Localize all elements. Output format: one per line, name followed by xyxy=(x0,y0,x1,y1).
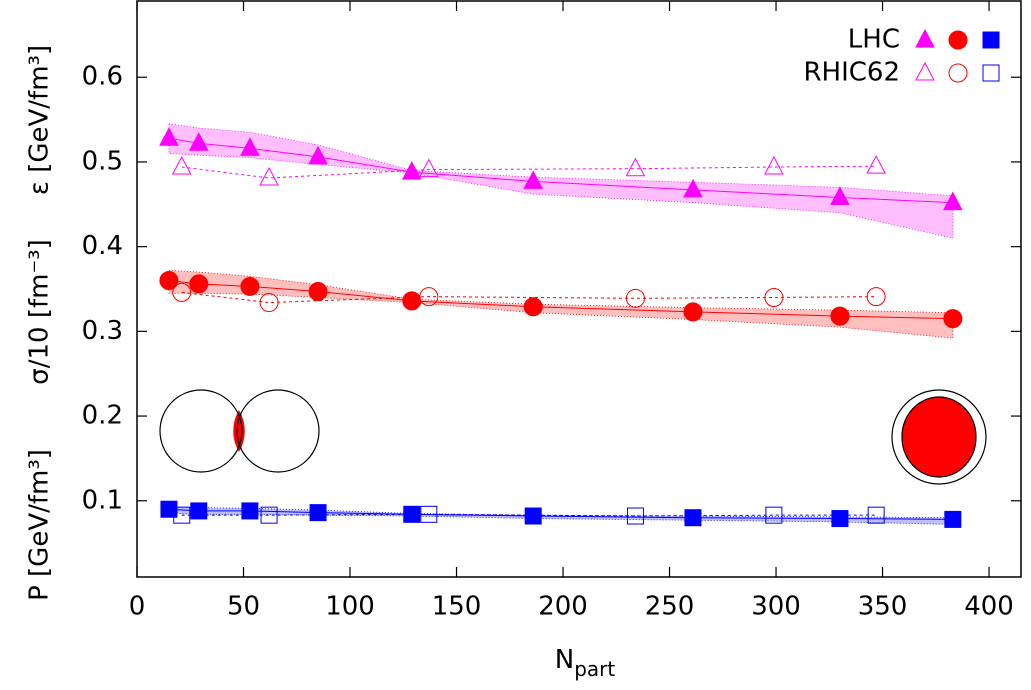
legend-marker xyxy=(948,63,968,83)
data-point xyxy=(188,132,209,151)
data-point xyxy=(625,288,645,308)
data-point xyxy=(765,506,783,524)
data-point xyxy=(260,506,278,524)
data-point xyxy=(943,309,963,329)
x-axis-label: Npart xyxy=(555,645,616,681)
y-tick-label: 0.1 xyxy=(82,485,123,515)
legend-marker xyxy=(982,64,1000,82)
data-point xyxy=(626,507,644,525)
data-point xyxy=(419,287,439,307)
data-point xyxy=(684,509,702,527)
data-point xyxy=(402,291,422,311)
data-point xyxy=(308,282,328,302)
x-tick-label: 400 xyxy=(964,592,1014,622)
plot-frame xyxy=(136,0,1022,578)
data-point xyxy=(625,157,646,177)
y-axis-label: ε [GeV/fm³] xyxy=(25,45,55,195)
x-tick-label: 200 xyxy=(538,592,588,622)
data-point xyxy=(172,282,192,302)
y-tick-label: 0.6 xyxy=(82,62,123,92)
x-tick-label: 100 xyxy=(325,592,375,622)
legend-marker xyxy=(948,30,968,50)
legend-marker xyxy=(982,31,1000,49)
data-point xyxy=(524,507,542,525)
x-tick-label: 0 xyxy=(129,592,146,622)
y-tick-label: 0.4 xyxy=(82,231,123,261)
x-tick-label: 150 xyxy=(432,592,482,622)
y-axis-label: P [GeV/fm³] xyxy=(25,449,55,601)
data-point xyxy=(943,191,963,211)
data-point xyxy=(309,504,327,522)
y-tick-label: 0.2 xyxy=(82,401,123,431)
data-point xyxy=(190,502,208,520)
data-point xyxy=(259,166,279,186)
data-point xyxy=(189,274,209,294)
data-point xyxy=(683,178,703,198)
data-point xyxy=(523,297,543,317)
x-tick-label: 250 xyxy=(645,592,695,622)
data-point xyxy=(944,510,962,528)
data-point xyxy=(418,158,439,178)
x-tick-label: 50 xyxy=(227,592,260,622)
data-point xyxy=(241,502,259,520)
data-point xyxy=(830,306,850,326)
series-line xyxy=(181,513,877,517)
data-point xyxy=(159,271,179,291)
legend-marker xyxy=(915,28,935,48)
data-point xyxy=(171,155,192,175)
legend-label: LHC xyxy=(848,25,900,55)
data-point xyxy=(259,293,279,313)
data-point xyxy=(240,137,260,156)
data-point xyxy=(866,287,886,307)
data-point xyxy=(764,287,784,307)
data-point xyxy=(173,506,191,524)
x-label-sub: part xyxy=(574,657,615,681)
y-axis-label: σ/10 [fm⁻³] xyxy=(25,239,55,385)
legend-marker xyxy=(915,61,935,81)
data-point xyxy=(764,155,784,175)
series-line xyxy=(181,291,877,304)
data-point xyxy=(830,186,850,206)
data-point xyxy=(683,302,703,322)
x-tick-label: 350 xyxy=(858,592,908,622)
data-point xyxy=(420,505,438,523)
central-sketch xyxy=(891,389,987,485)
uncertainty-band xyxy=(168,269,954,339)
peripheral-sketch xyxy=(159,389,320,473)
uncertainty-band xyxy=(168,123,954,239)
data-point xyxy=(523,170,544,189)
x-tick-label: 300 xyxy=(751,592,801,622)
y-tick-label: 0.5 xyxy=(82,146,123,176)
data-point xyxy=(160,500,178,518)
data-point xyxy=(866,155,886,174)
data-point xyxy=(159,127,179,146)
x-label-main: N xyxy=(555,645,574,675)
legend-label: RHIC62 xyxy=(803,58,900,88)
data-point xyxy=(240,276,260,296)
data-point xyxy=(831,510,849,528)
data-point xyxy=(867,506,885,524)
y-tick-label: 0.3 xyxy=(82,316,123,346)
series-line xyxy=(181,165,877,179)
data-point xyxy=(308,145,328,165)
